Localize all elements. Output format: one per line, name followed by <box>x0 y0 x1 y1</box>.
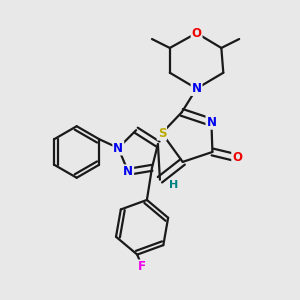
Text: N: N <box>123 165 133 178</box>
Text: F: F <box>138 260 146 273</box>
Text: N: N <box>192 82 202 95</box>
Text: S: S <box>158 127 166 140</box>
Text: N: N <box>113 142 123 154</box>
Text: N: N <box>206 116 216 129</box>
Text: O: O <box>232 152 242 164</box>
Text: O: O <box>192 27 202 40</box>
Text: H: H <box>169 180 178 190</box>
